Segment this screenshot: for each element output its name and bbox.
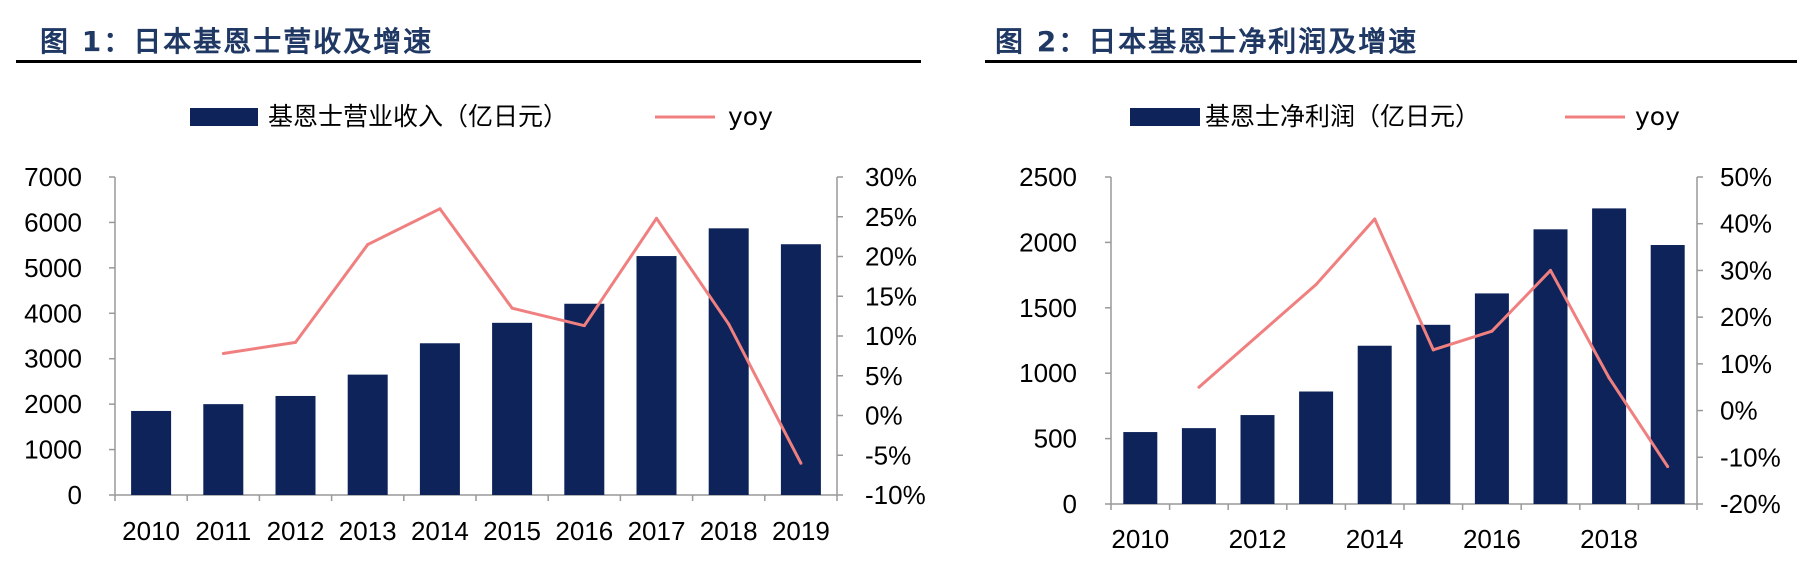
yoy-point (1549, 268, 1552, 272)
right-axis-tick-label: 25% (865, 202, 917, 232)
left-axis-tick-label: 500 (1034, 424, 1077, 454)
chart-panel-net-profit: 图 2：日本基恩士净利润及增速 基恩士净利润（亿日元） yoy 0 500 1000 15… (985, 0, 1812, 572)
yoy-point (366, 243, 370, 247)
x-axis-tick-label: 2017 (628, 516, 686, 546)
right-axis-tick-label: 30% (1720, 255, 1772, 285)
yoy-point (1607, 376, 1611, 380)
legend-bar-swatch (1130, 108, 1200, 126)
net-profit-chart: 基恩士净利润（亿日元） yoy 0 500 1000 1500 2000 2500 -20% -1… (1019, 102, 1781, 554)
bar (708, 228, 749, 495)
right-axis-tick-label: 50% (1720, 162, 1772, 192)
left-axis-tick-label: 1500 (1019, 293, 1077, 323)
bar (564, 303, 605, 495)
yoy-point (1666, 465, 1670, 469)
left-axis-tick-label: 3000 (24, 344, 82, 374)
x-axis-tick-label: 2010 (1111, 524, 1169, 554)
bar (1474, 293, 1509, 504)
yoy-point (510, 306, 514, 310)
x-axis-tick-label: 2012 (267, 516, 325, 546)
right-axis-tick-label: -10% (865, 480, 926, 510)
right-axis-tick-label: -5% (865, 440, 911, 470)
right-axis-tick-label: 10% (865, 321, 917, 351)
legend-label-bars: 基恩士净利润（亿日元） (1205, 102, 1480, 131)
bar (347, 374, 388, 495)
x-axis-tick-label: 2010 (122, 516, 180, 546)
legend-bar-swatch (190, 108, 258, 126)
bar (492, 322, 533, 495)
title-divider (985, 60, 1797, 63)
bar (1416, 324, 1451, 504)
left-axis-tick-label: 0 (1063, 489, 1077, 519)
bar (1181, 428, 1216, 504)
x-axis-tick-label: 2016 (555, 516, 613, 546)
left-axis-tick-label: 2000 (1019, 227, 1077, 257)
left-axis-tick-label: 0 (68, 480, 82, 510)
x-axis-tick-label: 2018 (1580, 524, 1638, 554)
yoy-point (727, 322, 731, 326)
x-axis-tick-label: 2015 (483, 516, 541, 546)
left-axis-tick-label: 6000 (24, 207, 82, 237)
yoy-point (1490, 329, 1494, 333)
yoy-point (294, 340, 297, 344)
bar (419, 343, 460, 495)
left-axis-tick-label: 4000 (24, 298, 82, 328)
left-axis-tick-label: 5000 (24, 253, 82, 283)
right-axis-tick-label: 30% (865, 162, 917, 192)
right-axis-tick-label: 20% (865, 242, 917, 272)
yoy-point (1431, 348, 1435, 352)
yoy-point (799, 461, 803, 465)
bar (1650, 245, 1685, 505)
x-axis-tick-label: 2014 (1346, 524, 1404, 554)
title-divider (16, 60, 921, 63)
yoy-point (1314, 282, 1318, 286)
right-axis-tick-label: -20% (1720, 489, 1781, 519)
bar (780, 244, 821, 495)
bar (1299, 391, 1334, 504)
x-axis-tick-label: 2011 (195, 516, 251, 546)
bar (636, 256, 677, 495)
x-axis-tick-label: 2014 (411, 516, 469, 546)
chart-title: 图 2：日本基恩士净利润及增速 (995, 25, 1419, 58)
left-axis-tick-label: 7000 (24, 162, 82, 192)
right-axis-tick-label: 0% (865, 401, 903, 431)
left-axis-tick-label: 2500 (1019, 162, 1077, 192)
legend-label-yoy: yoy (728, 102, 773, 131)
bar (275, 395, 316, 495)
right-axis-tick-label: -10% (1720, 442, 1781, 472)
legend-label-bars: 基恩士营业收入（亿日元） (268, 102, 568, 131)
bar (1240, 415, 1275, 504)
yoy-point (655, 216, 658, 220)
right-axis-tick-label: 10% (1720, 349, 1772, 379)
x-axis-tick-label: 2016 (1463, 524, 1521, 554)
right-axis-tick-label: 40% (1720, 209, 1772, 239)
right-axis-tick-label: 20% (1720, 302, 1772, 332)
left-axis-tick-label: 2000 (24, 389, 82, 419)
legend-label-yoy: yoy (1635, 102, 1680, 131)
yoy-point (1197, 385, 1201, 389)
yoy-point (438, 207, 442, 211)
right-axis-tick-label: 15% (865, 281, 917, 311)
yoy-point (221, 351, 225, 355)
bar (131, 410, 172, 495)
bar (1533, 229, 1568, 504)
x-axis-tick-label: 2019 (772, 516, 830, 546)
yoy-point (1256, 334, 1259, 338)
bar (1357, 345, 1392, 504)
chart-title: 图 1：日本基恩士营收及增速 (40, 25, 434, 58)
yoy-point (582, 324, 586, 328)
right-axis-tick-label: 5% (865, 361, 903, 391)
right-axis-tick-label: 0% (1720, 396, 1758, 426)
left-axis-tick-label: 1000 (1019, 358, 1077, 388)
x-axis-tick-label: 2012 (1229, 524, 1287, 554)
bar (1123, 432, 1158, 504)
yoy-point (1373, 217, 1377, 221)
x-axis-tick-label: 2018 (700, 516, 758, 546)
revenue-chart: 基恩士营业收入（亿日元） yoy 0 1000 2000 3000 4000 5000 6000… (24, 102, 926, 546)
x-axis-tick-label: 2013 (339, 516, 397, 546)
bar (203, 404, 244, 495)
left-axis-tick-label: 1000 (24, 435, 82, 465)
chart-panel-revenue: 图 1：日本基恩士营收及增速 基恩士营业收入（亿日元） yoy 0 1000 2000 3… (16, 25, 926, 546)
